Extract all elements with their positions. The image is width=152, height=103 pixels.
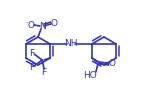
Text: F: F — [29, 63, 35, 71]
Text: -: - — [26, 20, 28, 26]
Text: O: O — [28, 20, 35, 29]
Text: +: + — [43, 21, 48, 26]
Text: O: O — [108, 60, 115, 68]
Text: F: F — [29, 49, 35, 57]
Text: F: F — [41, 67, 47, 77]
Text: NH: NH — [64, 39, 78, 47]
Text: O: O — [50, 19, 57, 28]
Text: N: N — [39, 22, 45, 30]
Text: HO: HO — [83, 70, 97, 80]
